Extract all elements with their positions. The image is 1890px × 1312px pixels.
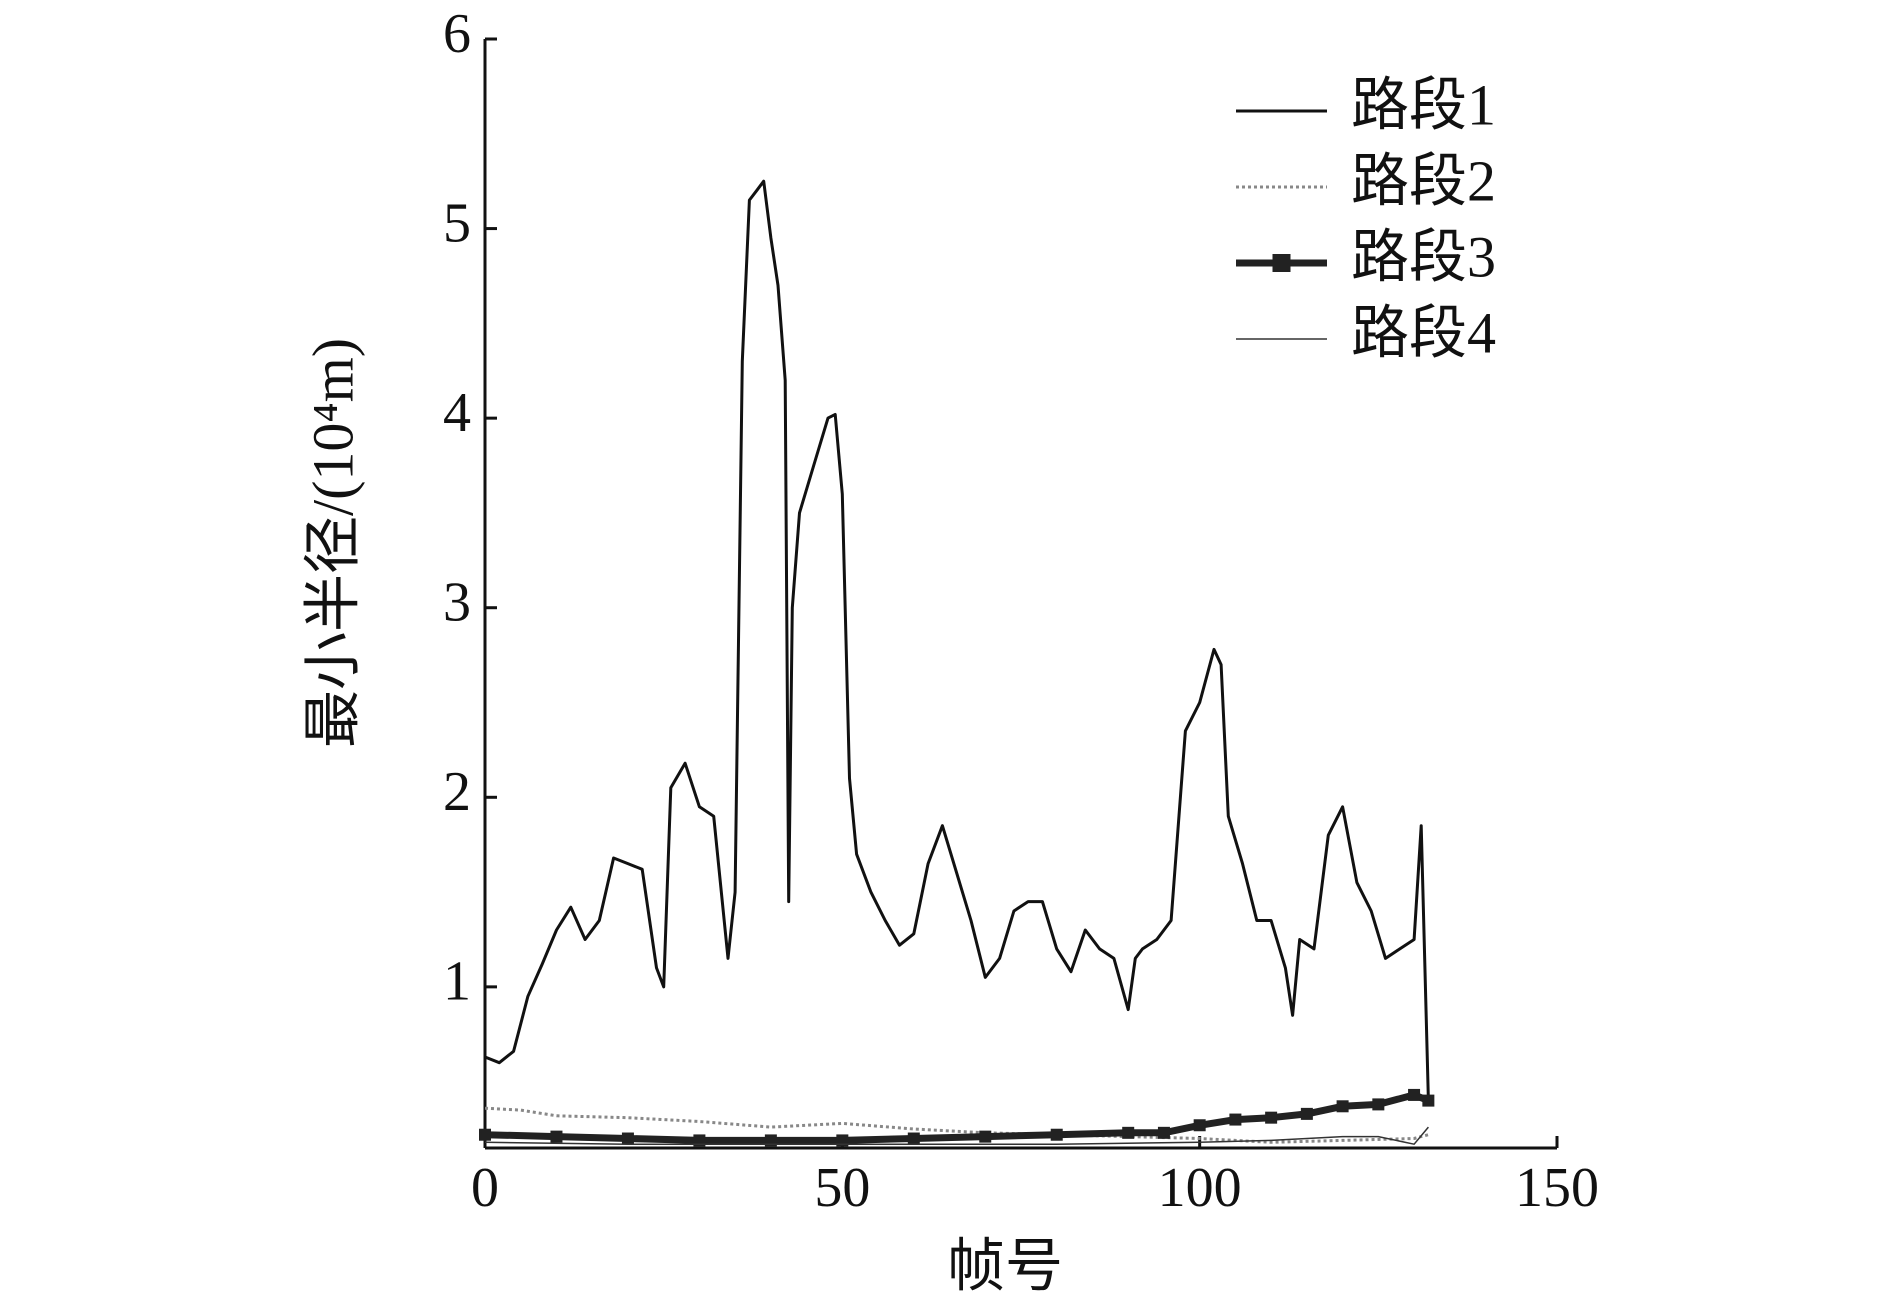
y-tick-label: 6 <box>443 3 471 65</box>
legend-label: 路段1 <box>1351 72 1496 137</box>
series-line <box>484 1126 1429 1145</box>
x-tick-label: 50 <box>814 1157 870 1219</box>
y-tick-label: 4 <box>443 382 471 444</box>
series-marker <box>1193 1119 1206 1132</box>
x-axis-label: 帧号 <box>947 1233 1063 1298</box>
series-marker <box>1157 1126 1170 1139</box>
series-marker <box>1300 1107 1313 1120</box>
legend-label: 路段3 <box>1351 224 1496 289</box>
series-marker <box>979 1130 992 1143</box>
series-marker <box>1336 1100 1349 1113</box>
series-marker <box>1050 1128 1063 1141</box>
legend-label: 路段4 <box>1351 300 1496 365</box>
y-tick-label: 5 <box>443 192 471 254</box>
series-marker <box>621 1132 634 1145</box>
y-tick-label: 3 <box>443 572 471 634</box>
series-marker <box>907 1132 920 1145</box>
series-marker <box>1408 1088 1421 1101</box>
legend-label: 路段2 <box>1351 148 1496 213</box>
y-tick-label: 1 <box>443 951 471 1013</box>
series-line <box>484 1106 1429 1144</box>
series-marker <box>550 1130 563 1143</box>
series-marker <box>1422 1094 1435 1107</box>
series-line <box>484 179 1430 1101</box>
series-marker <box>836 1134 849 1147</box>
series-marker <box>479 1128 491 1141</box>
y-axis-label: 最小半径/(10⁴m) <box>300 338 365 748</box>
x-tick-label: 0 <box>471 1157 499 1219</box>
y-tick-label: 2 <box>443 761 471 823</box>
series-marker <box>1372 1098 1385 1111</box>
x-tick-label: 150 <box>1515 1157 1599 1219</box>
series-marker <box>1265 1111 1278 1124</box>
x-tick-label: 100 <box>1158 1157 1242 1219</box>
series-marker <box>764 1134 777 1147</box>
series-marker <box>1122 1126 1135 1139</box>
series-marker <box>693 1134 706 1147</box>
series-marker <box>1229 1113 1242 1126</box>
legend-marker <box>1272 254 1291 272</box>
